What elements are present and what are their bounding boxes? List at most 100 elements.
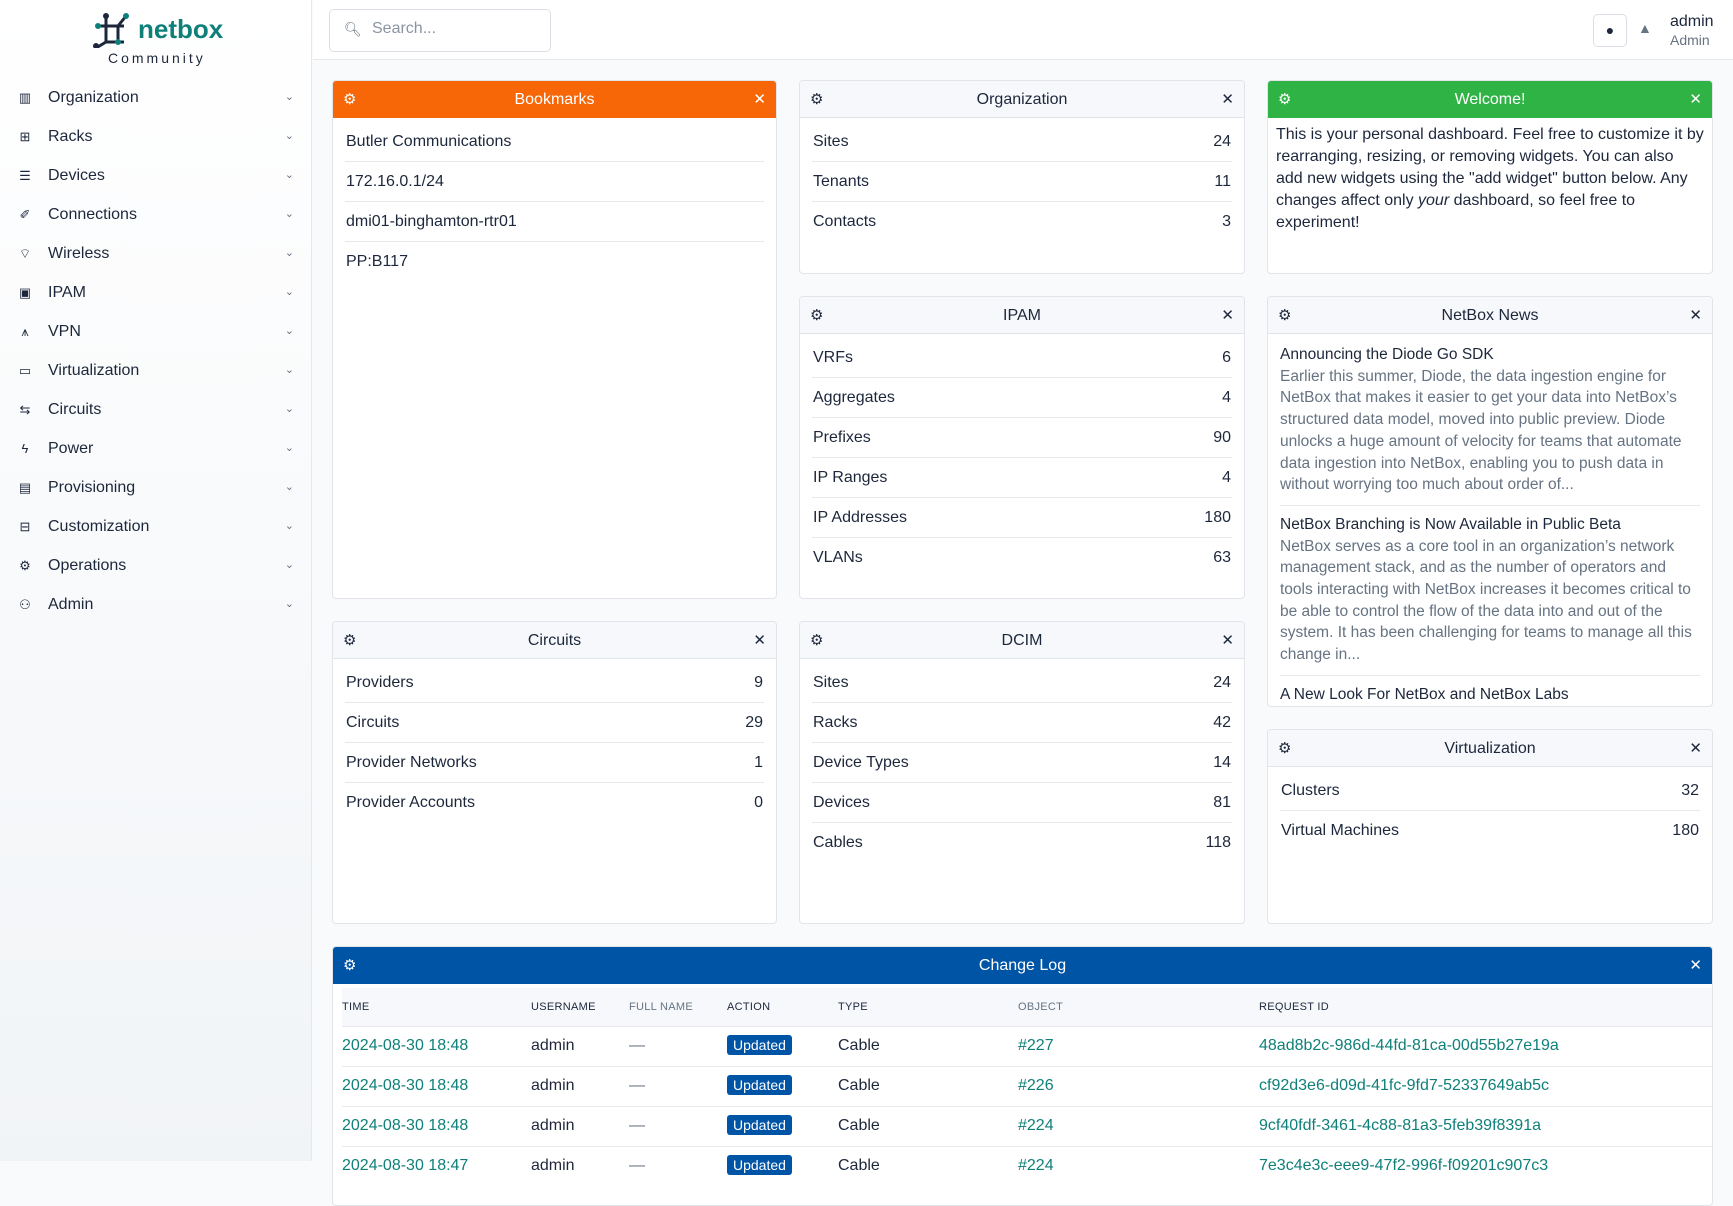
gear-icon[interactable]: ⚙ xyxy=(343,91,357,108)
stat-label[interactable]: Cables xyxy=(813,834,863,851)
stat-row[interactable]: Cables 118 xyxy=(812,823,1232,863)
news-title[interactable]: Announcing the Diode Go SDK xyxy=(1280,346,1494,363)
stat-label[interactable]: Circuits xyxy=(346,713,400,731)
close-icon[interactable]: ✕ xyxy=(1221,307,1234,324)
stat-row[interactable]: Circuits 29 xyxy=(345,703,764,743)
stat-row[interactable]: IP Ranges 4 xyxy=(812,458,1232,498)
sidebar-item-wireless[interactable]: ⌔ Wireless ⌄ xyxy=(0,234,312,273)
gear-icon[interactable]: ⚙ xyxy=(1278,307,1292,324)
sidebar-item-racks[interactable]: ⊞ Racks ⌄ xyxy=(0,117,312,156)
news-title[interactable]: NetBox Branching is Now Available in Pub… xyxy=(1280,515,1621,533)
stat-row[interactable]: Virtual Machines 180 xyxy=(1280,811,1700,851)
gear-icon[interactable]: ⚙ xyxy=(810,91,824,108)
bookmark-item[interactable]: Butler Communications xyxy=(345,122,764,162)
bookmark-item[interactable]: 172.16.0.1/24 xyxy=(345,162,764,202)
gear-icon[interactable]: ⚙ xyxy=(810,632,824,649)
column-header[interactable]: REQUEST ID xyxy=(1259,988,1712,1026)
sidebar-item-vpn[interactable]: ⩚ VPN ⌄ xyxy=(0,312,312,351)
stat-row[interactable]: IP Addresses 180 xyxy=(812,498,1232,538)
stat-label[interactable]: Racks xyxy=(813,713,858,731)
stat-label[interactable]: Provider Accounts xyxy=(346,794,475,811)
stat-label[interactable]: Clusters xyxy=(1281,781,1340,799)
close-icon[interactable]: ✕ xyxy=(1689,91,1702,108)
time-link[interactable]: 2024-08-30 18:48 xyxy=(342,1037,469,1054)
news-item[interactable]: Announcing the Diode Go SDK Earlier this … xyxy=(1280,340,1700,506)
gear-icon[interactable]: ⚙ xyxy=(1278,740,1292,757)
column-header[interactable]: TYPE xyxy=(838,988,1018,1026)
stat-row[interactable]: Sites 24 xyxy=(812,663,1232,703)
column-header[interactable]: ACTION xyxy=(727,988,838,1026)
object-link[interactable]: #226 xyxy=(1018,1077,1054,1094)
sidebar-item-admin[interactable]: ⚇ Admin ⌄ xyxy=(0,585,312,624)
close-icon[interactable]: ✕ xyxy=(1689,307,1702,324)
netbox-logo[interactable]: netbox Community xyxy=(92,12,223,68)
gear-icon[interactable]: ⚙ xyxy=(1278,91,1292,108)
sidebar-item-ipam[interactable]: ▣ IPAM ⌄ xyxy=(0,273,312,312)
stat-row[interactable]: Sites 24 xyxy=(812,122,1232,162)
close-icon[interactable]: ✕ xyxy=(1221,91,1234,108)
bookmark-item[interactable]: dmi01-binghamton-rtr01 xyxy=(345,202,764,242)
close-icon[interactable]: ✕ xyxy=(1689,957,1702,974)
stat-label[interactable]: IP Addresses xyxy=(813,508,907,526)
stat-row[interactable]: VRFs 6 xyxy=(812,338,1232,378)
stat-row[interactable]: Tenants 11 xyxy=(812,162,1232,202)
stat-row[interactable]: Providers 9 xyxy=(345,663,764,703)
bookmark-item[interactable]: PP:B117 xyxy=(345,242,764,282)
object-link[interactable]: #227 xyxy=(1018,1037,1054,1054)
search-input[interactable] xyxy=(372,20,542,38)
stat-label[interactable]: Prefixes xyxy=(813,428,871,446)
sidebar-item-provisioning[interactable]: ▤ Provisioning ⌄ xyxy=(0,468,312,507)
stat-row[interactable]: Clusters 32 xyxy=(1280,771,1700,811)
column-header[interactable]: TIME xyxy=(342,988,531,1026)
news-item[interactable]: A New Look For NetBox and NetBox Labs xyxy=(1280,680,1700,706)
sidebar-item-circuits[interactable]: ⇆ Circuits ⌄ xyxy=(0,390,312,429)
stat-label[interactable]: Tenants xyxy=(813,172,870,190)
close-icon[interactable]: ✕ xyxy=(1689,740,1702,757)
request-id-link[interactable]: 48ad8b2c-986d-44fd-81ca-00d55b27e19a xyxy=(1259,1037,1559,1054)
close-icon[interactable]: ✕ xyxy=(753,632,766,649)
sidebar-item-operations[interactable]: ⚙ Operations ⌄ xyxy=(0,546,312,585)
stat-label[interactable]: Device Types xyxy=(813,753,909,771)
stat-row[interactable]: Racks 42 xyxy=(812,703,1232,743)
user-menu[interactable]: admin Admin xyxy=(1670,12,1714,50)
stat-row[interactable]: Provider Accounts 0 xyxy=(345,783,764,823)
request-id-link[interactable]: cf92d3e6-d09d-41fc-9fd7-52337649ab5c xyxy=(1259,1077,1550,1094)
gear-icon[interactable]: ⚙ xyxy=(343,632,357,649)
stat-label[interactable]: VRFs xyxy=(813,348,853,366)
sidebar-item-virtualization[interactable]: ▭ Virtualization ⌄ xyxy=(0,351,312,390)
sidebar-item-devices[interactable]: ☰ Devices ⌄ xyxy=(0,156,312,195)
sidebar-item-power[interactable]: ϟ Power ⌄ xyxy=(0,429,312,468)
bookmark-link[interactable]: 172.16.0.1/24 xyxy=(346,172,444,190)
stat-label[interactable]: Virtual Machines xyxy=(1281,822,1399,839)
stat-row[interactable]: Aggregates 4 xyxy=(812,378,1232,418)
bookmark-link[interactable]: PP:B117 xyxy=(346,253,408,270)
column-header[interactable]: USERNAME xyxy=(531,988,629,1026)
stat-label[interactable]: Sites xyxy=(813,132,849,150)
search-box[interactable]: 🔍︎ xyxy=(329,9,551,52)
stat-row[interactable]: VLANs 63 xyxy=(812,538,1232,578)
bookmark-link[interactable]: Butler Communications xyxy=(346,132,512,150)
sidebar-item-connections[interactable]: ✐ Connections ⌄ xyxy=(0,195,312,234)
stat-label[interactable]: Devices xyxy=(813,793,870,811)
stat-label[interactable]: VLANs xyxy=(813,549,863,566)
gear-icon[interactable]: ⚙ xyxy=(343,957,357,974)
news-title[interactable]: A New Look For NetBox and NetBox Labs xyxy=(1280,685,1569,703)
stat-label[interactable]: Contacts xyxy=(813,213,877,230)
stat-label[interactable]: Sites xyxy=(813,673,849,691)
close-icon[interactable]: ✕ xyxy=(753,91,766,108)
stat-label[interactable]: Aggregates xyxy=(813,388,895,406)
gear-icon[interactable]: ⚙ xyxy=(810,307,824,324)
stat-row[interactable]: Device Types 14 xyxy=(812,743,1232,783)
request-id-link[interactable]: 7e3c4e3c-eee9-47f2-996f-f09201c907c3 xyxy=(1259,1157,1549,1175)
stat-label[interactable]: IP Ranges xyxy=(813,468,888,486)
stat-label[interactable]: Provider Networks xyxy=(346,753,477,771)
time-link[interactable]: 2024-08-30 18:48 xyxy=(342,1077,469,1094)
bell-icon[interactable]: ▲ xyxy=(1638,20,1652,36)
stat-row[interactable]: Devices 81 xyxy=(812,783,1232,823)
close-icon[interactable]: ✕ xyxy=(1221,632,1234,649)
object-link[interactable]: #224 xyxy=(1018,1157,1054,1175)
stat-row[interactable]: Contacts 3 xyxy=(812,202,1232,242)
theme-toggle-button[interactable]: ● xyxy=(1593,14,1627,47)
stat-label[interactable]: Providers xyxy=(346,673,414,691)
sidebar-item-customization[interactable]: ⊟ Customization ⌄ xyxy=(0,507,312,546)
